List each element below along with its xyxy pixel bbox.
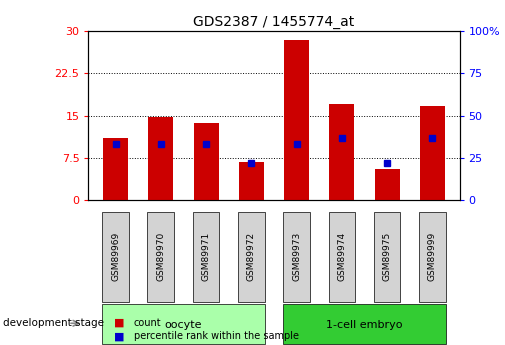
Bar (375, 169, 399, 200)
Bar (238, 212, 265, 302)
Bar (147, 212, 174, 302)
Text: GSM89971: GSM89971 (201, 232, 211, 281)
Bar (283, 212, 310, 302)
Text: GSM89974: GSM89974 (337, 232, 346, 281)
Title: GDS2387 / 1455774_at: GDS2387 / 1455774_at (193, 14, 355, 29)
Bar (193, 212, 219, 302)
Bar (329, 104, 355, 200)
Bar (239, 162, 264, 200)
Text: ■: ■ (114, 332, 124, 341)
Bar (103, 138, 128, 200)
Bar (283, 304, 446, 344)
Text: GSM89972: GSM89972 (247, 232, 256, 281)
Text: ■: ■ (114, 318, 124, 327)
Bar (374, 212, 400, 302)
Text: GSM89975: GSM89975 (383, 232, 391, 281)
Text: oocyte: oocyte (165, 320, 202, 330)
Bar (419, 212, 446, 302)
Text: GSM89969: GSM89969 (111, 232, 120, 281)
Bar (193, 123, 219, 200)
Text: count: count (134, 318, 162, 327)
Text: 1-cell embryo: 1-cell embryo (326, 320, 403, 330)
Text: GSM89970: GSM89970 (157, 232, 165, 281)
Bar (420, 106, 445, 200)
Bar (148, 117, 173, 200)
Bar (102, 304, 265, 344)
Text: GSM89973: GSM89973 (292, 232, 301, 281)
Bar (329, 212, 355, 302)
Text: development stage: development stage (3, 318, 104, 328)
Text: GSM89999: GSM89999 (428, 232, 437, 281)
Bar (284, 39, 309, 200)
Bar (102, 212, 129, 302)
Text: percentile rank within the sample: percentile rank within the sample (134, 332, 299, 341)
